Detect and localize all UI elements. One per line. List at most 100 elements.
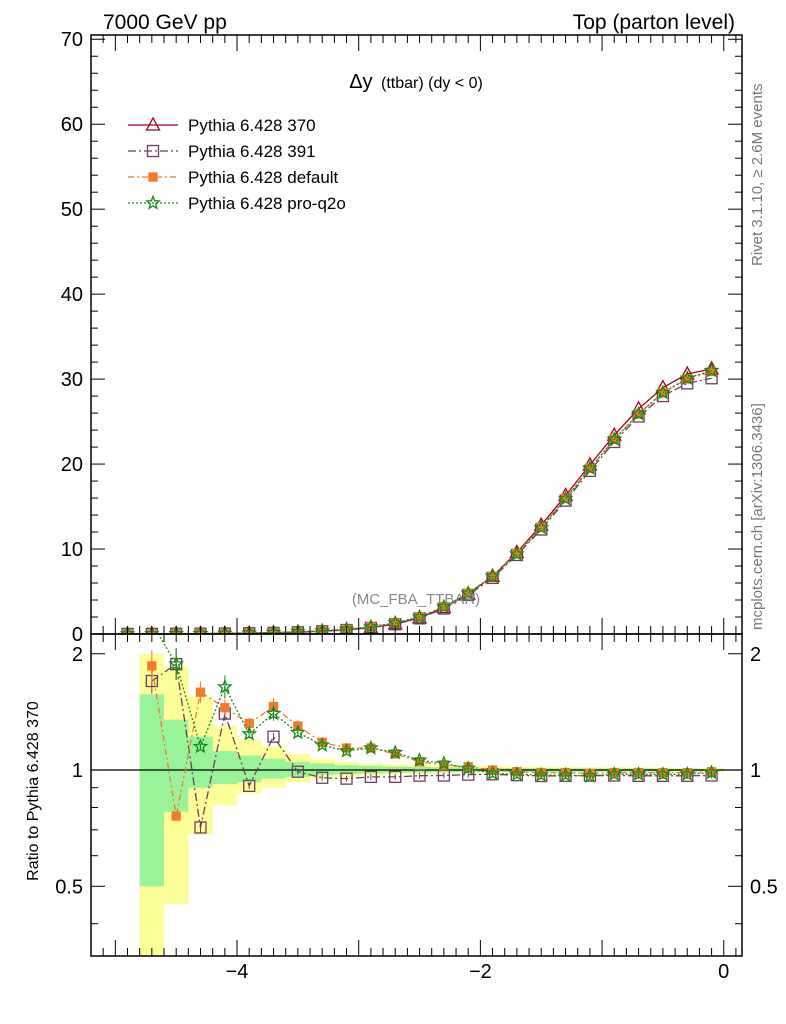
ratio-data-point xyxy=(168,655,185,671)
data-point xyxy=(679,370,696,385)
ratio-data-point xyxy=(413,769,426,782)
legend-label: Pythia 6.428 pro-q2o xyxy=(188,194,346,213)
rivet-label: Rivet 3.1.10, ≥ 2.6M events xyxy=(749,84,766,267)
ratio-data-point xyxy=(654,766,671,781)
ratio-data-point xyxy=(362,739,379,755)
x-tick-label: −2 xyxy=(469,961,492,983)
ratio-plot: 0.5 0.5 1 1 2 2 −4 −2 0 Ratio to Pythia 6.428 3… xyxy=(25,633,778,983)
data-point xyxy=(703,362,720,378)
legend-marker xyxy=(146,144,160,158)
data-point xyxy=(216,624,233,634)
ratio-data-point xyxy=(582,767,598,783)
title-main: Δy xyxy=(349,71,372,93)
ratio-data-point xyxy=(557,766,574,782)
data-point xyxy=(630,405,647,421)
ratio-data-point xyxy=(435,755,452,771)
data-point xyxy=(557,490,574,506)
data-point xyxy=(387,614,404,630)
data-point xyxy=(192,625,209,634)
y-tick-label: 70 xyxy=(61,29,83,51)
data-point xyxy=(460,584,477,600)
main-plot: 0 10 20 30 40 50 60 70 Δy (ttbar) (dy < 0) (MC_… xyxy=(61,29,743,646)
header-right: Top (parton level) xyxy=(573,11,735,34)
y-tick-label: 20 xyxy=(61,454,83,476)
legend-marker xyxy=(145,194,161,210)
x-tick-label: −4 xyxy=(226,961,249,983)
ratio-data-point xyxy=(216,678,233,694)
legend-label: Pythia 6.428 370 xyxy=(188,116,316,135)
ratio-data-point xyxy=(364,770,378,784)
data-point xyxy=(655,384,671,400)
data-point xyxy=(533,519,550,535)
ratio-data-point xyxy=(265,705,282,721)
ratio-data-point xyxy=(387,744,404,760)
data-point xyxy=(581,459,598,476)
ratio-y-tick-label: 2 xyxy=(72,644,83,666)
ratio-data-point xyxy=(267,730,280,743)
y-tick-label: 30 xyxy=(61,369,83,391)
data-point xyxy=(606,431,623,447)
main-plot-title: Δy (ttbar) (dy < 0) xyxy=(349,71,483,93)
data-point xyxy=(168,625,185,634)
y-tick-label: 40 xyxy=(61,284,83,306)
ratio-data-point xyxy=(290,724,306,740)
legend-entry-pythia-6-428-391: Pythia 6.428 391 xyxy=(128,142,316,161)
x-tick-label: 0 xyxy=(718,961,729,983)
analysis-watermark: (MC_FBA_TTBAR) xyxy=(352,591,480,608)
ratio-data-point xyxy=(192,738,209,754)
ratio-data-point xyxy=(147,661,157,671)
legend: Pythia 6.428 370 Pythia 6.428 391 Pythia 6… xyxy=(128,116,346,213)
ratio-data-point xyxy=(508,766,525,781)
data-point xyxy=(484,567,501,583)
y-tick-label: 50 xyxy=(61,199,83,221)
data-point xyxy=(119,625,136,634)
data-point xyxy=(241,624,258,634)
data-point xyxy=(143,625,160,634)
ratio-data-point xyxy=(171,811,181,821)
ratio-y-tick-label-right: 1 xyxy=(750,760,761,782)
ratio-data-point xyxy=(389,770,402,784)
data-point xyxy=(436,598,452,614)
ratio-y-tick-label: 1 xyxy=(72,760,83,782)
ratio-data-point xyxy=(194,821,207,834)
uncertainty-band-inner xyxy=(212,751,238,785)
uncertainty-band-inner xyxy=(139,694,165,887)
ratio-data-point xyxy=(291,765,305,778)
ratio-data-point xyxy=(533,766,550,782)
legend-label: Pythia 6.428 391 xyxy=(188,142,316,161)
legend-marker xyxy=(145,116,161,131)
ratio-data-point xyxy=(316,771,329,784)
ratio-data-point xyxy=(437,769,451,782)
ratio-data-point xyxy=(679,766,696,781)
data-point xyxy=(290,623,306,634)
legend-entry-pythia-6-428-pro-q2o: Pythia 6.428 pro-q2o xyxy=(128,194,346,213)
ratio-plot-frame xyxy=(90,633,743,957)
y-tick-label: 0 xyxy=(72,624,83,646)
ratio-data-point xyxy=(340,772,353,785)
data-point xyxy=(265,624,282,634)
title-sub: (ttbar) (dy < 0) xyxy=(381,75,483,92)
mcplots-label: mcplots.cern.ch [arXiv:1306.3436] xyxy=(749,403,766,630)
ratio-data-point xyxy=(220,703,230,713)
ratio-data-point xyxy=(606,766,623,781)
ratio-data-point xyxy=(243,779,256,792)
ratio-data-point xyxy=(630,766,647,781)
ratio-data-point xyxy=(314,736,331,752)
y-tick-label: 10 xyxy=(61,539,83,561)
uncertainty-band-inner xyxy=(261,758,286,779)
uncertainty-band-inner xyxy=(310,763,335,776)
data-point xyxy=(411,608,428,624)
ratio-data-point xyxy=(703,764,720,780)
ratio-data-point xyxy=(241,725,258,741)
ratio-y-tick-label: 0.5 xyxy=(55,876,83,898)
legend-marker xyxy=(148,172,158,182)
ratio-data-point xyxy=(338,742,355,758)
ratio-ylabel: Ratio to Pythia 6.428 370 xyxy=(25,701,42,881)
ratio-data-point xyxy=(411,752,428,767)
ratio-series-pythia-6-428-pro-q2o xyxy=(157,634,720,783)
ratio-data-point xyxy=(195,687,206,697)
header-left: 7000 GeV pp xyxy=(103,11,227,34)
data-point xyxy=(682,374,692,384)
ratio-y-tick-label-right: 0.5 xyxy=(750,876,778,898)
legend-label: Pythia 6.428 default xyxy=(188,168,339,187)
